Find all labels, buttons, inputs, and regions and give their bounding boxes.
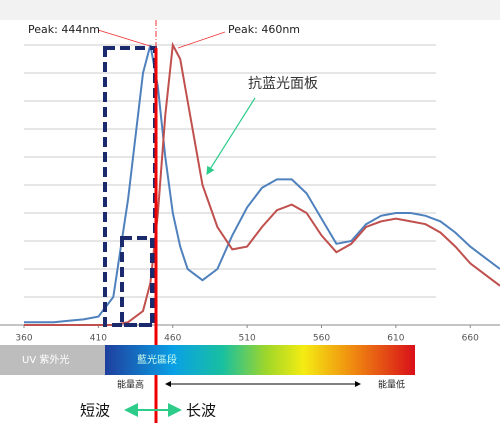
long-label: 长波: [186, 402, 216, 420]
low-label: 能量低: [378, 379, 405, 391]
annotation: 抗蓝光面板: [248, 76, 318, 92]
annotation: Peak: 460nm: [228, 23, 300, 36]
pointer-arrow: [206, 97, 256, 176]
short-label: 短波: [80, 402, 110, 420]
series-line: [24, 41, 500, 326]
uv-label: UV 紫外光: [22, 353, 69, 366]
annotation: Peak: 444nm: [28, 23, 100, 36]
small-band-box: [120, 236, 154, 327]
high-label: 能量高: [117, 379, 144, 391]
x-tick-label: 560: [313, 334, 330, 344]
x-tick-label: 510: [239, 334, 256, 344]
x-tick-label: 610: [387, 334, 404, 344]
series-line: [24, 44, 500, 324]
spectrum-band: [105, 345, 415, 375]
x-tick-label: 360: [15, 334, 32, 344]
top-band: [0, 0, 500, 20]
x-tick-label: 460: [164, 334, 181, 344]
x-tick-label: 410: [90, 334, 107, 344]
pointer: [177, 31, 226, 49]
x-tick-label: 660: [462, 334, 479, 344]
uv-band: [0, 345, 105, 375]
blue-label: 藍光區段: [137, 353, 177, 366]
pointer: [97, 29, 151, 47]
